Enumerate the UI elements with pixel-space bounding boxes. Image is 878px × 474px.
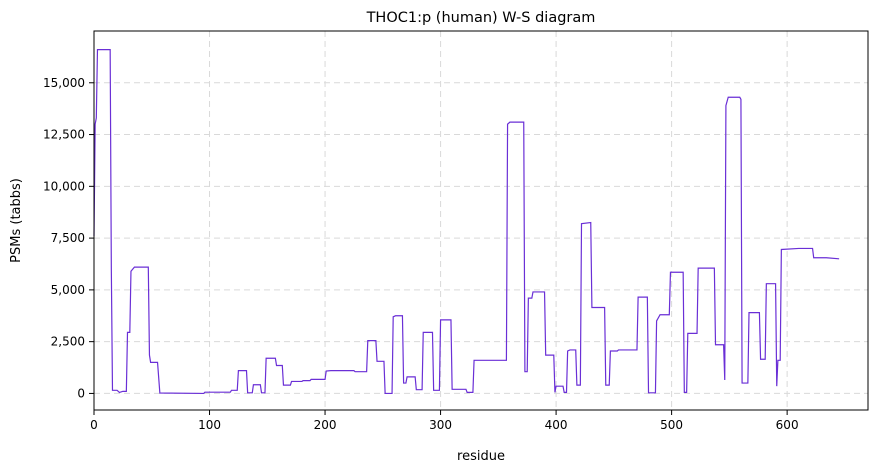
y-axis-title: PSMs (tabbs) bbox=[9, 178, 24, 263]
x-axis-title: residue bbox=[457, 449, 505, 464]
grid bbox=[93, 31, 868, 410]
x-tick-label: 200 bbox=[314, 418, 337, 432]
y-tick-label: 2,500 bbox=[51, 335, 85, 349]
x-tick-label: 400 bbox=[545, 418, 568, 432]
x-tick-label: 300 bbox=[429, 418, 452, 432]
y-tick-label: 12,500 bbox=[43, 128, 85, 142]
series-line bbox=[93, 49, 840, 395]
axis-ticks: 0 100 200 300 400 500 600 0 2,500 5,000 7,500 10,00… bbox=[43, 76, 799, 432]
x-tick-label: 500 bbox=[660, 418, 683, 432]
y-tick-label: 0 bbox=[77, 386, 85, 400]
y-tick-label: 7,500 bbox=[51, 231, 85, 245]
chart-title: THOC1:p (human) W-S diagram bbox=[366, 10, 596, 26]
x-tick-label: 100 bbox=[198, 418, 221, 432]
series-line-group bbox=[93, 49, 840, 395]
y-tick-label: 15,000 bbox=[43, 76, 85, 90]
y-tick-label: 10,000 bbox=[43, 179, 85, 193]
x-tick-label: 600 bbox=[776, 418, 799, 432]
plot-frame bbox=[93, 30, 869, 411]
y-tick-label: 5,000 bbox=[51, 283, 85, 297]
x-tick-label: 0 bbox=[90, 418, 98, 432]
